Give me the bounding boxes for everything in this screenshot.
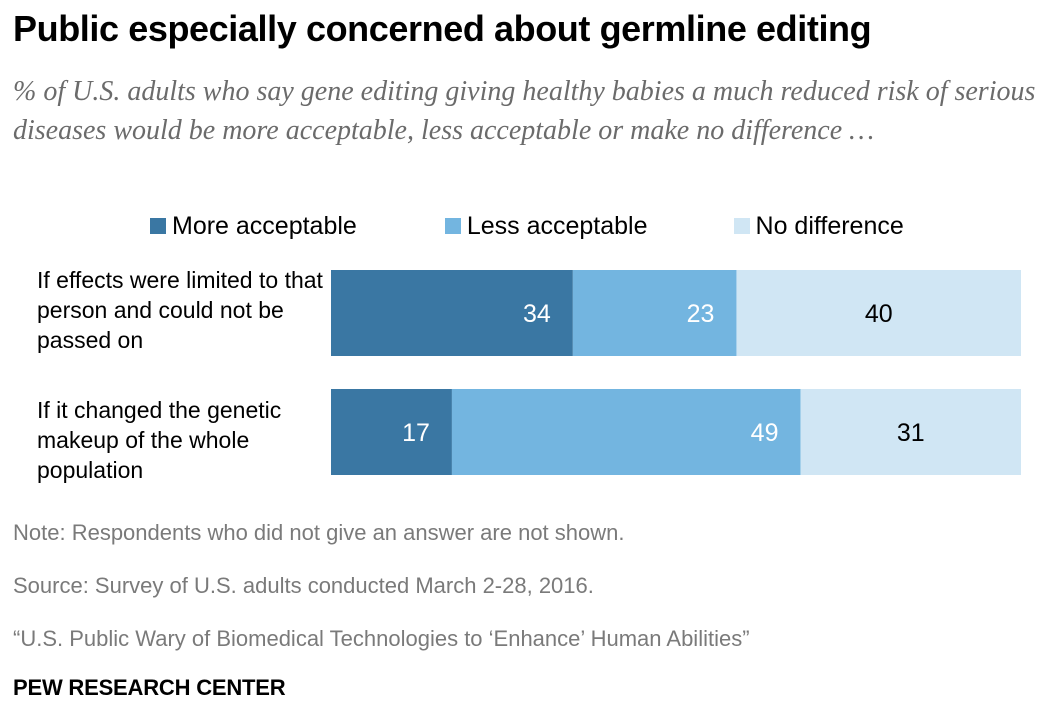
value-label-less-acceptable-row-1: 23 <box>687 300 715 328</box>
value-label-no-difference-row-2: 31 <box>897 419 925 447</box>
bar-less-acceptable-row-2 <box>452 389 801 475</box>
value-label-more-acceptable-row-2: 17 <box>402 419 430 447</box>
bar-more-acceptable-row-2 <box>331 389 452 475</box>
chart-note: Note: Respondents who did not give an an… <box>13 520 625 546</box>
value-label-less-acceptable-row-2: 49 <box>751 419 779 447</box>
value-label-more-acceptable-row-1: 34 <box>523 300 551 328</box>
value-label-no-difference-row-1: 40 <box>865 300 893 328</box>
report-title: “U.S. Public Wary of Biomedical Technolo… <box>13 626 750 652</box>
brand-name: PEW RESEARCH CENTER <box>13 675 285 701</box>
chart-source: Source: Survey of U.S. adults conducted … <box>13 573 594 599</box>
